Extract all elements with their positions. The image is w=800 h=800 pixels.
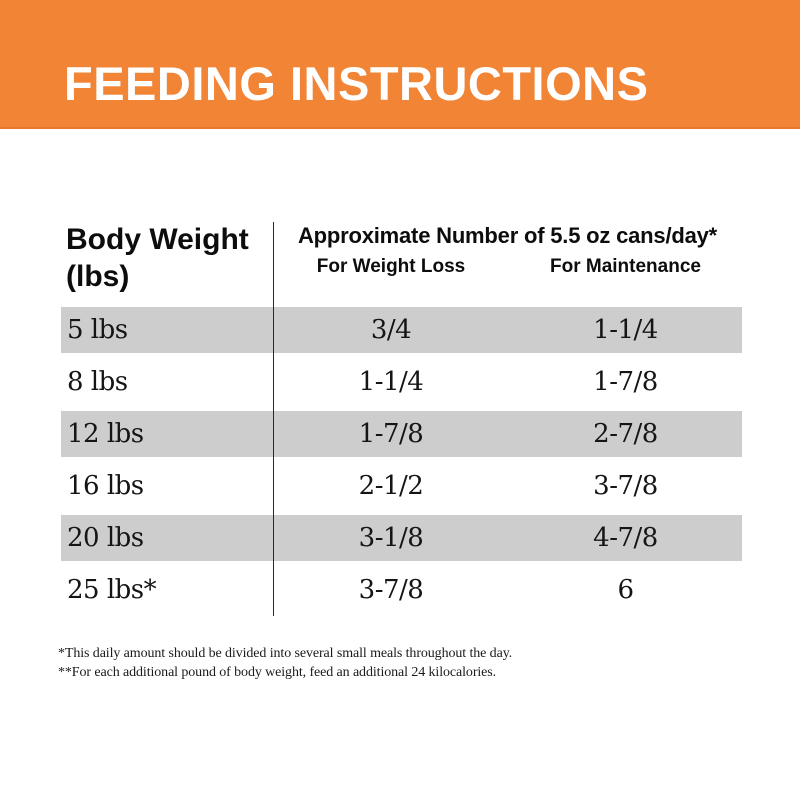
table-row-20lbs: 20 lbs 3-1/8 4-7/8: [61, 512, 742, 564]
weight-loss-cell: 1-7/8: [358, 419, 424, 449]
table-row-12lbs: 12 lbs 1-7/8 2-7/8: [61, 408, 742, 460]
body-weight-cell: 25 lbs*: [67, 575, 157, 605]
footnote-daily-amount: *This daily amount should be divided int…: [58, 646, 513, 661]
maintenance-cell: 3-7/8: [593, 471, 658, 501]
body-weight-header: Body Weight (lbs): [61, 219, 273, 295]
footnote-additional-pound: **For each additional pound of body weig…: [58, 665, 497, 680]
column-divider-line: [273, 222, 274, 616]
weight-loss-cell: 3-7/8: [358, 575, 424, 605]
table-header-row: Body Weight (lbs) Approximate Number of …: [61, 219, 742, 295]
table-row-16lbs: 16 lbs 2-1/2 3-7/8: [61, 460, 742, 512]
footnotes: *This daily amount should be divided int…: [58, 644, 512, 682]
weight-loss-cell: 2-1/2: [358, 471, 424, 501]
weight-loss-cell: 3-1/8: [358, 523, 424, 553]
page-title: FEEDING INSTRUCTIONS: [64, 57, 649, 110]
body-weight-cell: 12 lbs: [67, 419, 144, 449]
body-weight-cell: 8 lbs: [67, 367, 128, 397]
maintenance-cell: 4-7/8: [593, 523, 658, 553]
body-weight-cell: 20 lbs: [67, 523, 144, 553]
sub-header-row: For Weight Loss For Maintenance: [273, 256, 742, 278]
body-weight-cell: 5 lbs: [67, 315, 128, 345]
maintenance-cell: 6: [617, 575, 634, 605]
maintenance-cell: 1-1/4: [593, 315, 658, 345]
table-body: 5 lbs 3/4 1-1/4 8 lbs 1-1/4 1-7/8 12 lbs…: [61, 304, 742, 616]
header-banner: FEEDING INSTRUCTIONS: [0, 0, 800, 129]
maintenance-column-header: For Maintenance: [550, 256, 701, 277]
maintenance-cell: 2-7/8: [593, 419, 658, 449]
weight-loss-cell: 3/4: [370, 315, 412, 345]
weight-loss-cell: 1-1/4: [358, 367, 424, 397]
body-weight-cell: 16 lbs: [67, 471, 144, 501]
table-row-5lbs: 5 lbs 3/4 1-1/4: [61, 304, 742, 356]
feeding-table: Body Weight (lbs) Approximate Number of …: [61, 219, 742, 616]
body-weight-header-line1: Body Weight: [66, 223, 249, 256]
cans-per-day-header: Approximate Number of 5.5 oz cans/day*: [297, 223, 718, 248]
table-row-8lbs: 8 lbs 1-1/4 1-7/8: [61, 356, 742, 408]
maintenance-cell: 1-7/8: [593, 367, 658, 397]
body-weight-header-line2: (lbs): [66, 260, 130, 293]
table-row-25lbs: 25 lbs* 3-7/8 6: [61, 564, 742, 616]
weight-loss-column-header: For Weight Loss: [316, 256, 466, 277]
cans-per-day-header-group: Approximate Number of 5.5 oz cans/day* F…: [273, 219, 742, 295]
